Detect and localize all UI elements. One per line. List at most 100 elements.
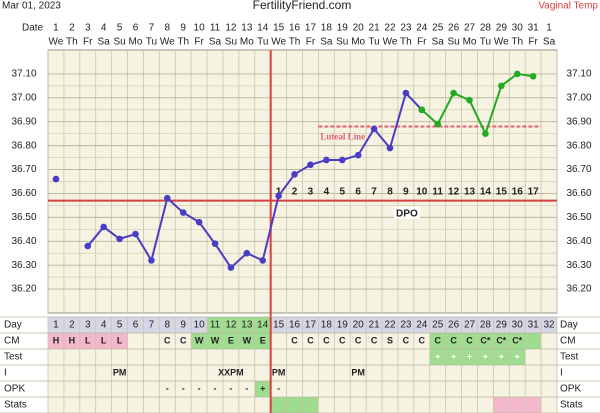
cell-text: C (291, 335, 298, 345)
date-label: 23 (400, 23, 412, 34)
day-label: 16 (289, 320, 301, 331)
temp-point (370, 125, 378, 133)
weekday-label: Tu (146, 37, 157, 48)
dpo-label: 5 (339, 186, 345, 197)
temp-point (323, 156, 330, 164)
date-label: 15 (273, 23, 285, 34)
weekday-label: Mo (129, 37, 143, 48)
day-label: 28 (480, 320, 492, 331)
temp-line (421, 72, 534, 137)
cell-highlight (191, 333, 271, 349)
weekday-label: Mo (463, 37, 477, 48)
cell-text: + (435, 351, 440, 361)
cell-text: + (260, 383, 265, 393)
chart-date: Mar 01, 2023 (2, 1, 61, 12)
cell-text: C* (496, 335, 506, 345)
date-label: 21 (369, 23, 381, 34)
cell-text: PM (351, 367, 365, 377)
cell-text: + (499, 351, 504, 361)
day-label: 22 (384, 320, 396, 331)
weekday-label: Tu (368, 37, 379, 48)
cell-text: C (371, 335, 378, 345)
date-label: 28 (480, 23, 492, 34)
row-label: Stats (4, 400, 27, 411)
temp-point (132, 230, 139, 238)
date-label: 22 (384, 23, 396, 34)
dpo-label: 2 (292, 186, 298, 197)
date-label: 16 (289, 23, 301, 34)
day-label: 20 (353, 320, 365, 331)
date-label: 18 (321, 23, 333, 34)
cell-text: - (166, 383, 169, 393)
day-label: 25 (432, 320, 444, 331)
temp-point (52, 175, 60, 183)
row-label: I (4, 368, 7, 379)
weekday-label: Th (511, 37, 523, 48)
temp-point (84, 242, 92, 250)
y-tick-label-right: 36.80 (566, 140, 591, 151)
dpo-label: 14 (480, 186, 492, 197)
weekday-label: Tu (480, 37, 491, 48)
cell-text: E (228, 335, 234, 345)
y-tick-label-right: 36.30 (566, 260, 591, 271)
date-label: 17 (305, 23, 317, 34)
y-tick-label: 36.40 (11, 236, 36, 247)
cell-text: - (229, 383, 232, 393)
date-label: 1 (53, 23, 59, 34)
weekday-label: Su (336, 37, 348, 48)
date-label: 9 (180, 23, 186, 34)
date-label: 8 (165, 23, 171, 34)
cell-highlight (493, 397, 542, 413)
cell-text: C (450, 335, 457, 345)
weekday-label: Fr (306, 37, 316, 48)
date-label: 30 (512, 23, 524, 34)
dpo-label: 9 (403, 186, 409, 197)
day-label: 11 (210, 320, 221, 331)
weekday-label: Th (400, 37, 412, 48)
cell-highlight (429, 333, 542, 349)
day-label: 2 (69, 320, 75, 331)
y-tick-label-right: 36.60 (566, 188, 591, 199)
weekday-label: Sa (209, 37, 222, 48)
weekday-label: Mo (240, 37, 254, 48)
cell-text: C (355, 335, 362, 345)
temp-point (338, 156, 346, 164)
temp-point (100, 223, 107, 231)
dpo-label: 10 (416, 186, 428, 197)
row-label: CM (4, 336, 20, 347)
temp-point (466, 96, 473, 104)
weekday-label: We (49, 37, 64, 48)
day-label: 12 (225, 320, 237, 331)
day-label: 6 (133, 320, 139, 331)
date-label: 7 (149, 23, 155, 34)
cell-text: C (339, 335, 346, 345)
dpo-label: 11 (432, 186, 443, 197)
row-label-right: Test (560, 352, 579, 363)
dpo-label-bg (393, 206, 420, 219)
dpo-label: 8 (387, 186, 393, 197)
temp-point (163, 194, 171, 202)
weekday-label: Fr (83, 37, 93, 48)
dpo-title: DPO (396, 208, 418, 219)
day-label: 1 (53, 320, 59, 331)
cell-text: C* (512, 335, 522, 345)
dpo-label: 16 (512, 186, 524, 197)
y-tick-label-right: 36.70 (566, 164, 591, 175)
date-label: 20 (353, 23, 365, 34)
date-label: 25 (432, 23, 444, 34)
y-tick-label: 37.00 (11, 92, 36, 103)
y-tick-label-right: 36.50 (566, 212, 591, 223)
date-label: 29 (496, 23, 508, 34)
date-label: 12 (225, 23, 237, 34)
cell-text: + (451, 351, 456, 361)
date-row-label: Date (22, 23, 44, 34)
temp-type: Vaginal Temp (538, 1, 598, 12)
cell-text: C (323, 335, 330, 345)
dpo-label: 12 (448, 186, 460, 197)
weekday-label: We (160, 37, 175, 48)
luteal-line-label: Luteal Line (320, 132, 365, 142)
cell-text: - (277, 383, 280, 393)
cell-text: S (387, 335, 393, 345)
date-label: 3 (85, 23, 91, 34)
cell-text: C (466, 335, 473, 345)
